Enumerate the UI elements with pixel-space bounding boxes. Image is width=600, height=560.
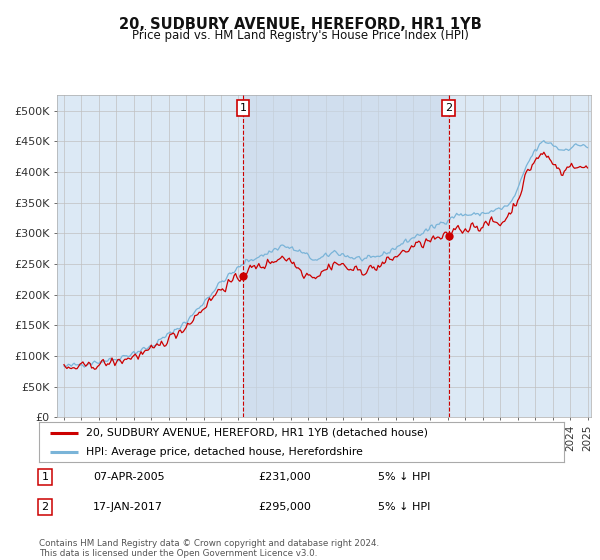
Text: 1: 1 (41, 472, 49, 482)
Text: £231,000: £231,000 (258, 472, 311, 482)
Text: £295,000: £295,000 (258, 502, 311, 512)
Text: 20, SUDBURY AVENUE, HEREFORD, HR1 1YB: 20, SUDBURY AVENUE, HEREFORD, HR1 1YB (119, 17, 481, 32)
Text: Price paid vs. HM Land Registry's House Price Index (HPI): Price paid vs. HM Land Registry's House … (131, 29, 469, 42)
Text: HPI: Average price, detached house, Herefordshire: HPI: Average price, detached house, Here… (86, 447, 363, 457)
Text: 07-APR-2005: 07-APR-2005 (93, 472, 164, 482)
Text: 17-JAN-2017: 17-JAN-2017 (93, 502, 163, 512)
Text: 20, SUDBURY AVENUE, HEREFORD, HR1 1YB (detached house): 20, SUDBURY AVENUE, HEREFORD, HR1 1YB (d… (86, 428, 428, 438)
Text: 1: 1 (240, 103, 247, 113)
Text: 2: 2 (41, 502, 49, 512)
Text: Contains HM Land Registry data © Crown copyright and database right 2024.
This d: Contains HM Land Registry data © Crown c… (39, 539, 379, 558)
Bar (243, 95, 449, 417)
Text: 2: 2 (445, 103, 452, 113)
Text: 5% ↓ HPI: 5% ↓ HPI (378, 502, 430, 512)
Text: 5% ↓ HPI: 5% ↓ HPI (378, 472, 430, 482)
